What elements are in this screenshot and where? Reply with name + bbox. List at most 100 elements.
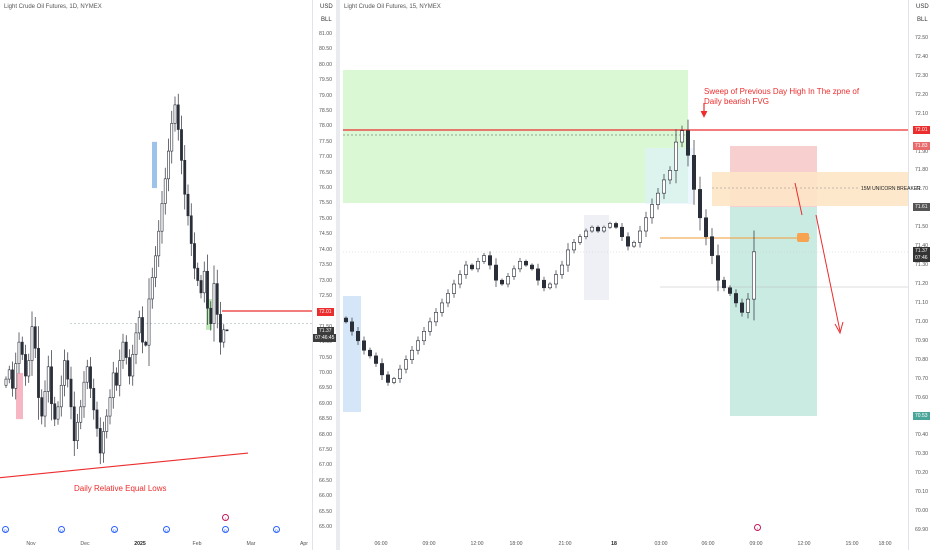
candle-down <box>53 403 57 420</box>
m15-y-tick: 71.80 <box>915 167 928 174</box>
daily-y-tick: 70.50 <box>319 354 332 361</box>
m15-x-tick: 06:00 <box>701 541 715 547</box>
m15-y-tick: 70.30 <box>915 451 928 458</box>
candle-down <box>33 326 37 349</box>
candle-up <box>458 274 463 285</box>
candle-down <box>92 388 96 411</box>
m15-x-tick: 21:00 <box>558 541 572 547</box>
candle-up <box>4 378 8 386</box>
candle-down <box>344 317 349 323</box>
m15-y-tick: 70.40 <box>915 432 928 439</box>
candle-down <box>733 293 738 304</box>
event-marker-icon[interactable]: D <box>2 526 9 533</box>
candle-down <box>739 302 744 313</box>
candle-down <box>180 129 183 161</box>
event-marker-icon[interactable]: D <box>111 526 118 533</box>
m15-y-tick: 70.00 <box>915 508 928 515</box>
candle-down <box>361 340 366 351</box>
candle-up <box>147 298 151 346</box>
economic-event-icon[interactable]: ! <box>222 514 229 521</box>
candle-down <box>494 264 499 281</box>
candle-up <box>572 242 577 251</box>
m15-y-tick: 72.40 <box>915 53 928 60</box>
daily-y-tick: 80.00 <box>319 61 332 68</box>
m15-x-tick: 18 <box>611 541 617 547</box>
candle-up <box>7 369 11 380</box>
m15-x-tick: 18:00 <box>509 541 523 547</box>
candle-down <box>524 260 529 266</box>
candle-down <box>685 130 690 156</box>
daily-y-tick: 69.50 <box>319 385 332 392</box>
candle-up <box>440 302 445 313</box>
daily-y-tick: 66.50 <box>319 477 332 484</box>
session-highlight-zone <box>343 296 361 412</box>
candle-up <box>160 203 164 232</box>
m15-y-tick: 71.50 <box>915 224 928 231</box>
daily-y-tick: 67.50 <box>319 446 332 453</box>
m15-y-tick: 70.90 <box>915 337 928 344</box>
candle-down <box>199 280 203 294</box>
candle-up <box>548 283 553 289</box>
candle-up <box>157 230 161 257</box>
daily-y-tick: 73.50 <box>319 262 332 269</box>
candle-up <box>173 104 177 124</box>
m15-countdown-tag: 07:46 <box>913 254 930 262</box>
candle-up <box>134 332 138 355</box>
candle-down <box>355 331 360 342</box>
m15-x-tick: 09:00 <box>749 541 763 547</box>
pane-divider[interactable] <box>336 0 340 550</box>
daily-y-tick: 77.50 <box>319 138 332 145</box>
m15-current-price-tag: 71.37 <box>913 247 930 255</box>
daily-countdown-tag: 07:46:45 <box>313 334 336 342</box>
candle-up <box>30 326 34 361</box>
event-marker-icon[interactable]: D <box>163 526 170 533</box>
candle-down <box>69 378 73 408</box>
candle-up <box>82 381 86 408</box>
m15-y-tick: 70.60 <box>915 394 928 401</box>
m15-y-tick: 71.20 <box>915 281 928 287</box>
m15-y-tick: 72.20 <box>915 91 928 98</box>
m15-y-tick: 71.30 <box>915 262 928 269</box>
m15-currency-label: USD <box>916 4 929 10</box>
daily-chart-pane[interactable]: Light Crude Oil Futures, 1D, NYMEX USD B… <box>0 0 336 550</box>
m15-chart-pane[interactable]: Light Crude Oil Futures, 15, NYMEX USD B… <box>340 0 932 550</box>
candle-down <box>66 360 70 380</box>
candle-up <box>404 359 409 370</box>
event-marker-icon[interactable]: D <box>222 526 229 533</box>
daily-x-tick: Nov <box>26 541 36 547</box>
daily-y-tick: 80.50 <box>319 46 332 53</box>
m15-target-tag: 70.53 <box>913 412 930 420</box>
event-marker-icon[interactable]: D <box>273 526 280 533</box>
candle-down <box>619 226 624 237</box>
economic-event-icon[interactable]: ! <box>754 524 761 531</box>
daily-y-tick: 68.00 <box>319 431 332 438</box>
candle-down <box>115 372 118 386</box>
candle-up <box>554 274 559 285</box>
candle-up <box>476 260 481 270</box>
daily-equal-lows-trendline <box>0 452 249 479</box>
candle-up <box>655 192 660 205</box>
candle-up <box>170 123 174 152</box>
m15-entry-tag: 71.61 <box>913 203 930 211</box>
m15-chart-canvas[interactable] <box>340 0 932 550</box>
candle-down <box>379 363 384 376</box>
m15-x-tick: 12:00 <box>470 541 484 547</box>
daily-bearish-fvg-zone <box>343 70 688 203</box>
daily-y-tick: 65.50 <box>319 508 332 515</box>
candle-down <box>206 270 209 309</box>
daily-y-tick: 66.00 <box>319 493 332 500</box>
candle-down <box>189 215 193 244</box>
candle-up <box>154 255 157 278</box>
daily-y-tick: 74.50 <box>319 231 332 238</box>
candle-up <box>464 264 469 275</box>
candle-down <box>697 189 702 219</box>
daily-y-tick: 75.00 <box>319 215 332 222</box>
daily-price-axis-border <box>312 0 313 550</box>
daily-y-tick: 65.00 <box>319 524 332 530</box>
sweep-note-line2: Daily bearish FVG <box>704 97 769 106</box>
event-marker-icon[interactable]: D <box>58 526 65 533</box>
daily-chart-canvas[interactable] <box>0 0 336 550</box>
candle-up <box>601 226 606 232</box>
candle-up <box>56 406 60 420</box>
daily-y-tick: 74.00 <box>319 246 332 253</box>
